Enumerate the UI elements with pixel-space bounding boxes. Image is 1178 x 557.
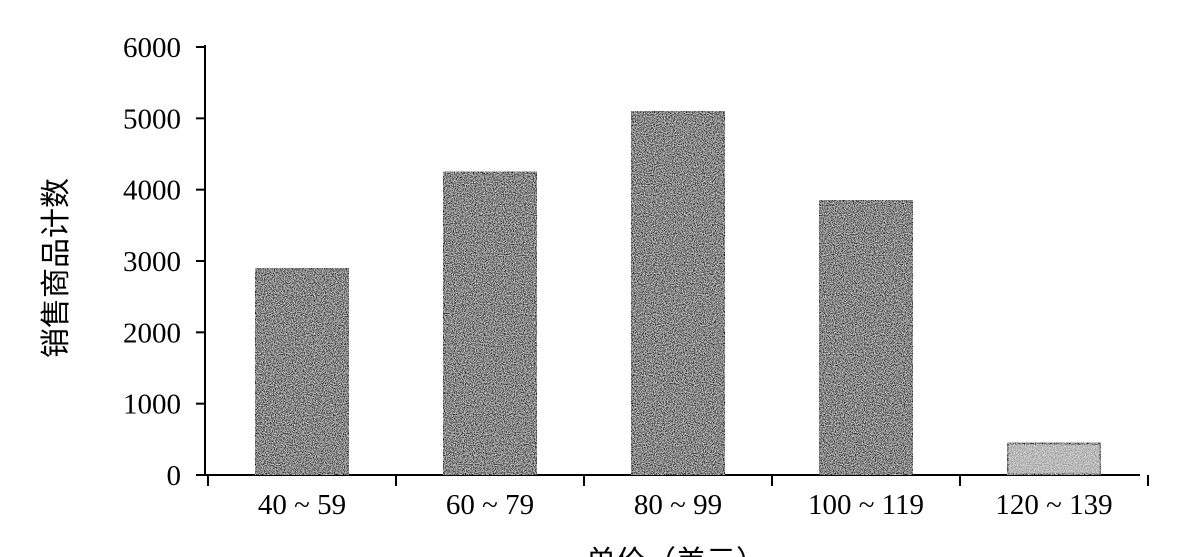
y-axis: 0 1000 2000 3000 4000 5000 6000 <box>123 32 206 492</box>
x-tick-label: 80 ~ 99 <box>634 489 722 521</box>
bars <box>253 109 1103 477</box>
y-tick-label: 3000 <box>123 246 181 278</box>
y-axis-title: 销售商品计数 <box>40 178 73 358</box>
bar-2 <box>441 170 539 477</box>
y-tick-label: 2000 <box>123 317 181 349</box>
x-tick-label: 100 ~ 119 <box>808 489 924 521</box>
x-axis-title: 单价（美元） <box>586 546 766 557</box>
bar-4 <box>817 198 915 477</box>
bar-5 <box>1005 441 1103 477</box>
x-axis: 40 ~ 59 60 ~ 79 80 ~ 99 100 ~ 119 120 ~ 139 <box>205 474 1149 521</box>
y-tick-label: 6000 <box>123 32 181 64</box>
x-tick-label: 60 ~ 79 <box>446 489 534 521</box>
bar-3 <box>629 109 727 477</box>
x-tick-label: 120 ~ 139 <box>995 489 1112 521</box>
y-tick-label: 1000 <box>123 389 181 421</box>
y-tick-label: 5000 <box>123 103 181 135</box>
bar-1 <box>253 266 351 477</box>
y-tick-label: 0 <box>167 460 182 492</box>
y-tick-label: 4000 <box>123 175 181 207</box>
x-tick-label: 40 ~ 59 <box>258 489 346 521</box>
